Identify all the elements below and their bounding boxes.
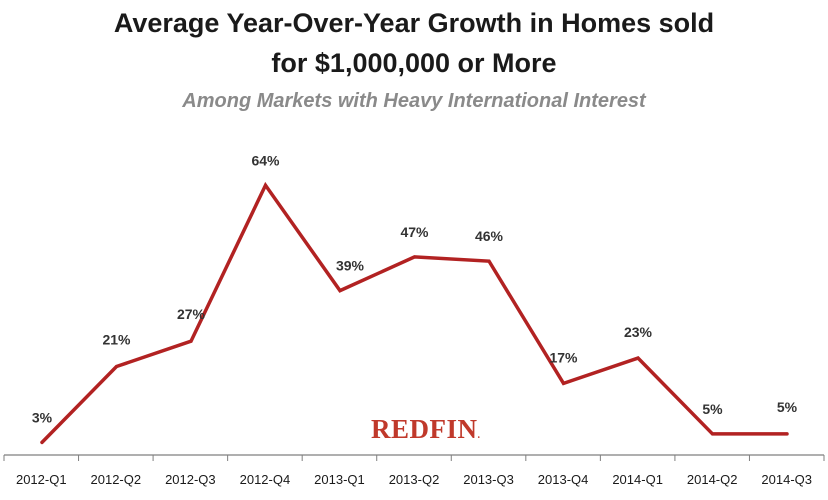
data-label: 47% — [400, 224, 429, 240]
x-axis: 2012-Q1 2012-Q2 2012-Q3 2012-Q4 2013-Q1 2013-… — [3, 454, 825, 487]
x-tick-label: 2013-Q1 — [314, 472, 365, 487]
data-point — [40, 440, 44, 444]
data-label: 5% — [777, 399, 798, 415]
data-point — [264, 183, 267, 187]
x-tick-label: 2014-Q2 — [687, 472, 738, 487]
data-point — [636, 356, 640, 360]
x-tick-label: 2013-Q3 — [463, 472, 514, 487]
x-tick-label: 2014-Q3 — [761, 472, 812, 487]
x-tick-label: 2012-Q2 — [91, 472, 142, 487]
data-label: 23% — [624, 324, 653, 340]
redfin-logo-dot: . — [477, 430, 481, 441]
data-label: 46% — [475, 228, 504, 244]
data-point — [338, 289, 342, 293]
x-tick-label: 2012-Q4 — [240, 472, 291, 487]
chart-title: Average Year-Over-Year Growth in Homes s… — [113, 8, 715, 38]
data-label: 17% — [549, 349, 578, 365]
data-point — [413, 255, 416, 259]
redfin-logo-text: REDFIN — [371, 414, 478, 444]
data-label: 5% — [702, 401, 723, 417]
data-label: 64% — [251, 152, 280, 168]
redfin-logo: REDFIN. — [371, 414, 481, 445]
data-label-layer: 3% 21% 27% 64% 39% 47% 46% 17% 23% 5% 5% — [32, 152, 798, 425]
data-label: 39% — [336, 258, 365, 274]
chart-title-line2: for $1,000,000 or More — [271, 48, 557, 78]
data-point — [189, 339, 193, 343]
data-point — [711, 432, 714, 436]
x-tick-label: 2013-Q2 — [389, 472, 440, 487]
x-tick-label: 2012-Q3 — [165, 472, 216, 487]
data-label: 21% — [102, 332, 131, 348]
x-tick-label: 2013-Q4 — [538, 472, 589, 487]
series-line-layer — [40, 181, 789, 445]
data-point — [785, 432, 789, 436]
x-tick-label: 2012-Q1 — [16, 472, 67, 487]
data-point — [562, 381, 565, 385]
x-tick-label: 2014-Q1 — [612, 472, 663, 487]
chart-subtitle: Among Markets with Heavy International I… — [182, 90, 646, 112]
data-label: 3% — [32, 409, 53, 425]
data-point — [487, 259, 491, 263]
data-label: 27% — [177, 306, 206, 322]
data-point — [115, 365, 118, 368]
